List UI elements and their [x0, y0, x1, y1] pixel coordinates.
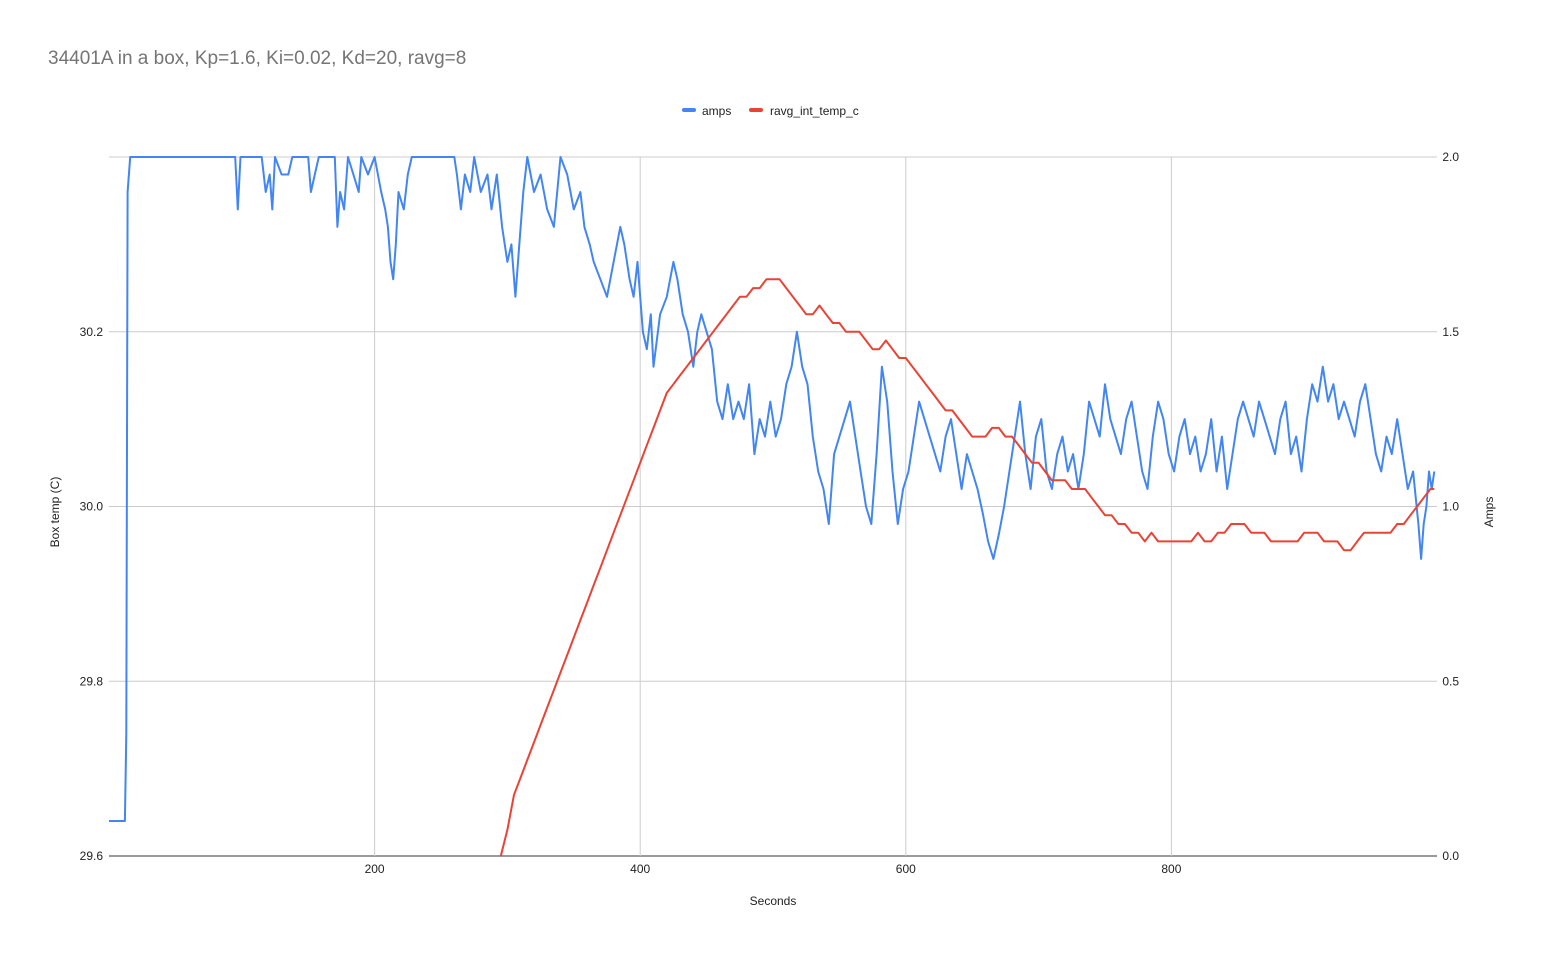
series-line-amps: [109, 156, 1436, 822]
x-tick-label: 200: [365, 862, 385, 876]
legend-swatch-amps: [682, 108, 696, 112]
y-left-tick-label: 30.2: [80, 325, 104, 339]
series-layer: [109, 156, 1436, 857]
tick-labels: 29.6 29.8 30.0 30.2 0.0 0.5 1.0 1.5 2.0 200 400 600…: [80, 150, 1460, 876]
y-axis-right-label: Amps: [1482, 497, 1496, 528]
grid-lines: [109, 156, 1437, 857]
legend-swatch-ravg-int-temp-c: [749, 108, 763, 112]
y-right-tick-label: 1.0: [1442, 500, 1459, 514]
y-axis-left-label: Box temp (C): [48, 477, 62, 548]
x-tick-label: 800: [1161, 862, 1181, 876]
x-axis-label: Seconds: [750, 894, 797, 908]
y-right-tick-label: 1.5: [1442, 325, 1459, 339]
y-left-tick-label: 30.0: [80, 500, 104, 514]
legend-label-amps: amps: [702, 104, 731, 118]
legend: amps ravg_int_temp_c: [682, 104, 859, 118]
x-tick-label: 600: [896, 862, 916, 876]
legend-label-ravg-int-temp-c: ravg_int_temp_c: [770, 104, 859, 118]
y-left-tick-label: 29.6: [80, 849, 104, 863]
series-line-ravg-int-temp-c: [499, 278, 1435, 857]
y-right-tick-label: 0.0: [1442, 849, 1459, 863]
y-right-tick-label: 0.5: [1442, 674, 1459, 688]
y-right-tick-label: 2.0: [1442, 150, 1459, 164]
chart-title: 34401A in a box, Kp=1.6, Ki=0.02, Kd=20,…: [48, 48, 467, 69]
y-left-tick-label: 29.8: [80, 674, 104, 688]
x-tick-label: 400: [630, 862, 650, 876]
